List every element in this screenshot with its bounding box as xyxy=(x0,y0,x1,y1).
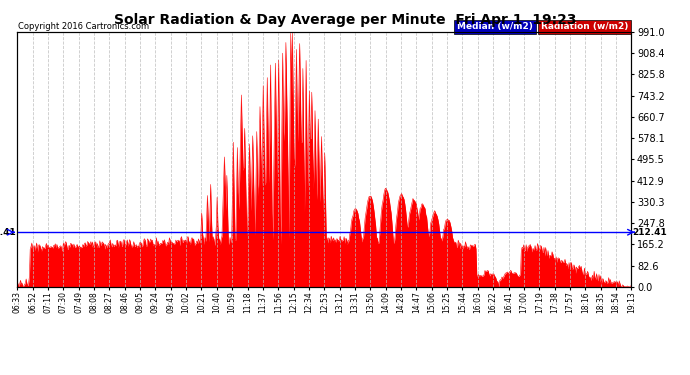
Text: Solar Radiation & Day Average per Minute  Fri Apr 1  19:23: Solar Radiation & Day Average per Minute… xyxy=(114,13,576,27)
Text: Radiation (w/m2): Radiation (w/m2) xyxy=(541,22,629,32)
Text: Copyright 2016 Cartronics.com: Copyright 2016 Cartronics.com xyxy=(19,22,150,32)
Text: 212.41: 212.41 xyxy=(633,228,667,237)
Text: 212.41: 212.41 xyxy=(0,228,16,237)
Text: Median (w/m2): Median (w/m2) xyxy=(457,22,533,32)
